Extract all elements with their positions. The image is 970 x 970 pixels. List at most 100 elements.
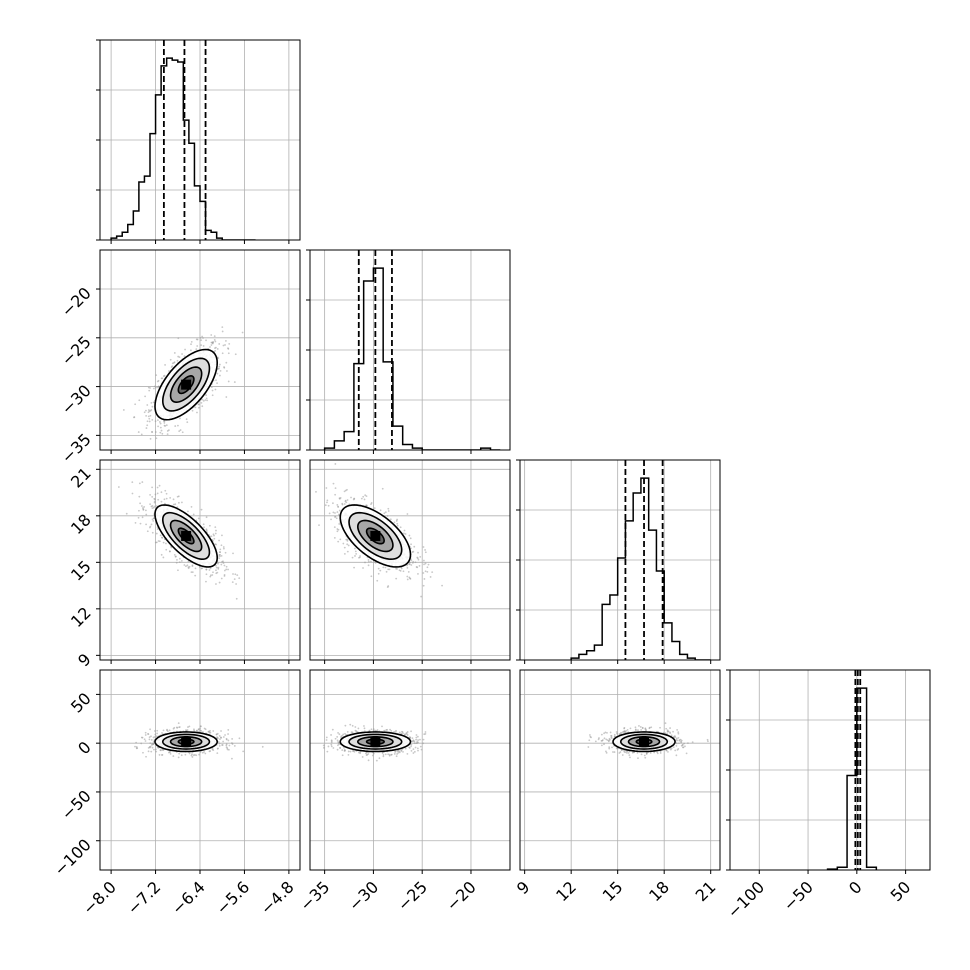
scatter-point	[180, 754, 183, 757]
scatter-point	[382, 755, 385, 758]
scatter-point	[672, 730, 674, 733]
scatter-point	[181, 353, 183, 355]
scatter-point	[152, 740, 155, 743]
scatter-point	[603, 737, 606, 740]
scatter-point	[134, 521, 137, 524]
scatter-point	[149, 503, 152, 506]
scatter-point	[147, 732, 149, 735]
scatter-point	[236, 574, 239, 577]
scatter-point	[146, 420, 149, 423]
scatter-point	[178, 557, 181, 560]
scatter-point	[354, 726, 357, 728]
scatter-point	[227, 352, 230, 355]
density-peak	[370, 530, 381, 541]
scatter-point	[204, 752, 207, 755]
scatter-point	[180, 501, 183, 504]
scatter-point	[219, 736, 222, 739]
scatter-point	[376, 579, 379, 582]
scatter-point	[228, 744, 231, 747]
scatter-point	[202, 523, 205, 526]
scatter-point	[423, 578, 426, 580]
scatter-point	[378, 757, 381, 760]
scatter-point	[408, 747, 411, 749]
scatter-point	[639, 726, 642, 728]
panel-content	[100, 670, 300, 870]
scatter-point	[196, 338, 199, 341]
scatter-point	[338, 523, 341, 525]
scatter-point	[190, 506, 193, 508]
scatter-point	[423, 559, 425, 562]
scatter-point	[177, 337, 180, 340]
scatter-point	[638, 725, 640, 727]
scatter-point	[225, 565, 228, 568]
scatter-point	[410, 559, 413, 562]
scatter-point	[155, 386, 157, 389]
scatter-point	[431, 571, 434, 574]
scatter-point	[326, 750, 329, 753]
scatter-point	[133, 416, 135, 419]
scatter-point	[188, 752, 191, 755]
scatter-point	[325, 487, 328, 489]
scatter-point	[139, 522, 142, 525]
scatter-point	[165, 497, 168, 500]
scatter-point	[408, 563, 410, 566]
scatter-point	[325, 739, 328, 741]
scatter-point	[187, 560, 190, 563]
scatter-point	[131, 492, 134, 495]
scatter-point	[186, 564, 189, 567]
scatter-point	[640, 728, 643, 731]
scatter-point	[146, 530, 149, 533]
scatter-point	[162, 729, 165, 732]
scatter-point	[216, 382, 218, 385]
scatter-point	[156, 386, 159, 389]
scatter-point	[238, 577, 241, 580]
scatter-point	[408, 736, 411, 739]
scatter-point	[147, 750, 150, 753]
scatter-point	[227, 739, 230, 742]
scatter-point	[214, 526, 217, 529]
scatter-point	[408, 576, 411, 579]
scatter-point	[417, 741, 420, 744]
scatter-point	[222, 562, 225, 565]
scatter-point	[201, 398, 204, 401]
scatter-point	[179, 429, 182, 431]
scatter-point	[151, 486, 154, 489]
scatter-point	[148, 736, 151, 739]
scatter-point	[190, 341, 193, 343]
scatter-point	[377, 567, 380, 570]
scatter-point	[232, 573, 234, 575]
scatter-point	[200, 508, 203, 511]
scatter-point	[361, 756, 364, 758]
scatter-point	[410, 743, 413, 746]
scatter-point	[338, 733, 341, 736]
scatter-point	[335, 517, 338, 520]
scatter-point	[424, 562, 427, 565]
scatter-point	[418, 564, 421, 567]
scatter-point	[218, 557, 221, 560]
scatter-point	[343, 503, 346, 505]
scatter-point	[386, 586, 389, 588]
scatter-point	[125, 512, 128, 515]
scatter-point	[156, 732, 158, 735]
scatter-point	[221, 326, 224, 329]
scatter-point	[185, 565, 187, 568]
scatter-point	[156, 492, 159, 495]
scatter-point	[422, 742, 425, 745]
scatter-point	[163, 424, 166, 427]
scatter-point	[203, 751, 206, 753]
scatter-point	[213, 339, 216, 341]
scatter-point	[192, 754, 195, 757]
scatter-point	[393, 753, 396, 755]
scatter-point	[241, 331, 244, 334]
scatter-point	[217, 747, 219, 750]
scatter-point	[211, 574, 214, 576]
scatter-point	[202, 345, 205, 347]
scatter-point	[197, 406, 200, 409]
scatter-point	[220, 577, 223, 580]
scatter-point	[202, 399, 205, 402]
pair-panel-2-1	[309, 459, 511, 661]
scatter-point	[370, 728, 373, 731]
scatter-point	[365, 495, 368, 498]
scatter-point	[231, 581, 234, 584]
scatter-point	[159, 534, 162, 537]
